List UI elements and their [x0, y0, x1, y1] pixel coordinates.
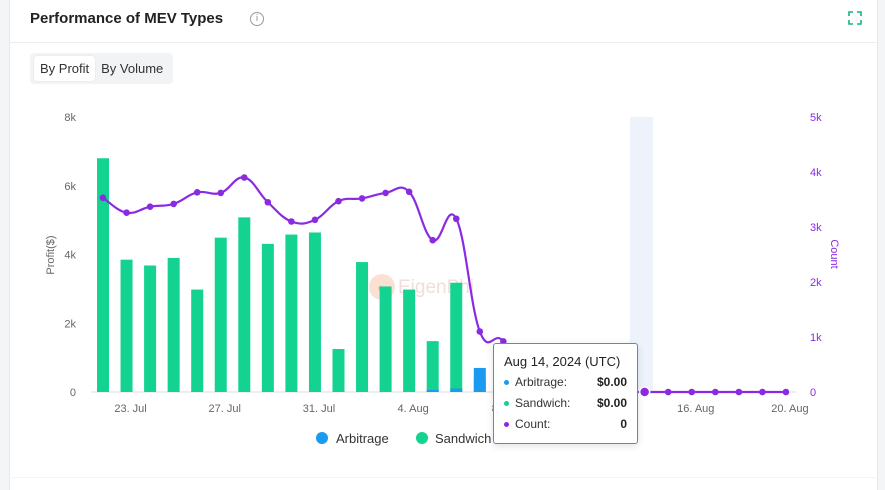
x-tick-label: 20. Aug [771, 403, 808, 415]
count-point [638, 386, 651, 398]
tooltip-label: Count: [515, 417, 551, 431]
tooltip-label: Arbitrage: [515, 375, 568, 389]
y2-axis-title: Count [828, 239, 840, 268]
count-point [264, 198, 272, 206]
tooltip-label: Sandwich: [515, 396, 571, 410]
tooltip-row-sandwich: Sandwich: $0.00 [504, 396, 627, 412]
tooltip-row-count: Count: 0 [504, 417, 627, 433]
legend-arbitrage-label: Arbitrage [336, 431, 389, 446]
y-tick-label: 8k [64, 112, 76, 124]
x-tick-label: 27. Jul [209, 403, 241, 415]
tab-by-volume[interactable]: By Volume [101, 61, 164, 76]
count-point [688, 388, 696, 396]
count-point [664, 388, 672, 396]
y2-tick-label: 5k [810, 112, 822, 124]
y2-tick-label: 0 [810, 387, 816, 399]
count-point [452, 215, 460, 223]
sandwich-bar [426, 341, 439, 392]
y2-tick-label: 4k [810, 167, 822, 179]
tooltip: Aug 14, 2024 (UTC) Arbitrage: $0.00 Sand… [493, 343, 638, 444]
card-bottom [9, 478, 878, 490]
sandwich-bar [191, 289, 204, 392]
count-point [429, 236, 437, 244]
arbitrage-dot-icon [504, 380, 509, 385]
sandwich-bar [332, 349, 345, 392]
y-axis-title: Profit($) [45, 235, 57, 274]
count-point [358, 195, 366, 202]
count-point [759, 388, 766, 396]
x-tick-label: 16. Aug [677, 403, 714, 415]
view-tabs: By Profit By Volume [30, 53, 174, 84]
y-tick-label: 4k [64, 250, 76, 262]
arbitrage-bar [450, 388, 463, 392]
count-point [170, 200, 177, 208]
count-point [241, 174, 248, 181]
count-point [311, 216, 319, 224]
sandwich-dot-icon [504, 401, 509, 406]
tooltip-row-arbitrage: Arbitrage: $0.00 [504, 375, 627, 391]
sandwich-bar [238, 217, 251, 392]
count-point [405, 188, 413, 196]
sandwich-bar [167, 257, 180, 392]
legend-sandwich-icon [416, 432, 428, 444]
card-header: Performance of MEV Types i [10, 0, 877, 43]
count-point [382, 189, 389, 197]
sandwich-bar [379, 286, 392, 392]
y2-tick-label: 3k [810, 222, 822, 234]
tooltip-value: $0.00 [596, 375, 627, 389]
arbitrage-bar [426, 389, 439, 392]
y-tick-label: 0 [70, 387, 76, 399]
y-tick-label: 6k [64, 181, 76, 193]
chart-title: Performance of MEV Types [30, 10, 224, 27]
sandwich-bar [97, 158, 109, 392]
legend-arbitrage-icon [316, 432, 328, 444]
sandwich-bar [450, 282, 463, 392]
count-point [735, 388, 743, 396]
count-point [712, 388, 719, 396]
tab-by-profit[interactable]: By Profit [34, 56, 96, 81]
highlight-band [630, 117, 653, 392]
sandwich-bar [261, 243, 274, 392]
legend-sandwich-label: Sandwich [435, 431, 491, 446]
x-tick-label: 23. Jul [114, 403, 146, 415]
count-point [782, 388, 790, 396]
sandwich-bar [144, 265, 157, 392]
x-tick-label: 31. Jul [303, 403, 335, 415]
count-point [193, 189, 201, 196]
x-tick-label: 4. Aug [398, 403, 429, 415]
count-dot-icon [504, 422, 509, 427]
count-point [123, 209, 130, 216]
count-point [476, 328, 484, 335]
y-tick-label: 2k [64, 318, 76, 330]
sandwich-bar [308, 232, 321, 392]
tooltip-value: $0.00 [596, 396, 627, 410]
arbitrage-bar [473, 367, 486, 392]
count-point [217, 189, 225, 197]
sandwich-bar [285, 234, 298, 392]
sandwich-bar [403, 289, 416, 392]
sandwich-bar [356, 262, 369, 392]
count-point [99, 194, 107, 202]
expand-icon[interactable] [848, 11, 862, 25]
sandwich-bar [120, 259, 133, 392]
chart-card: Performance of MEV Types i By Profit By … [9, 0, 878, 477]
count-point [146, 203, 154, 210]
y2-tick-label: 1k [810, 332, 822, 344]
sandwich-bar [214, 237, 227, 392]
tooltip-title: Aug 14, 2024 (UTC) [504, 354, 621, 369]
y2-tick-label: 2k [810, 277, 822, 289]
count-point [335, 197, 342, 205]
info-icon[interactable]: i [250, 12, 264, 26]
count-point [288, 218, 295, 225]
tooltip-value: 0 [620, 417, 627, 431]
